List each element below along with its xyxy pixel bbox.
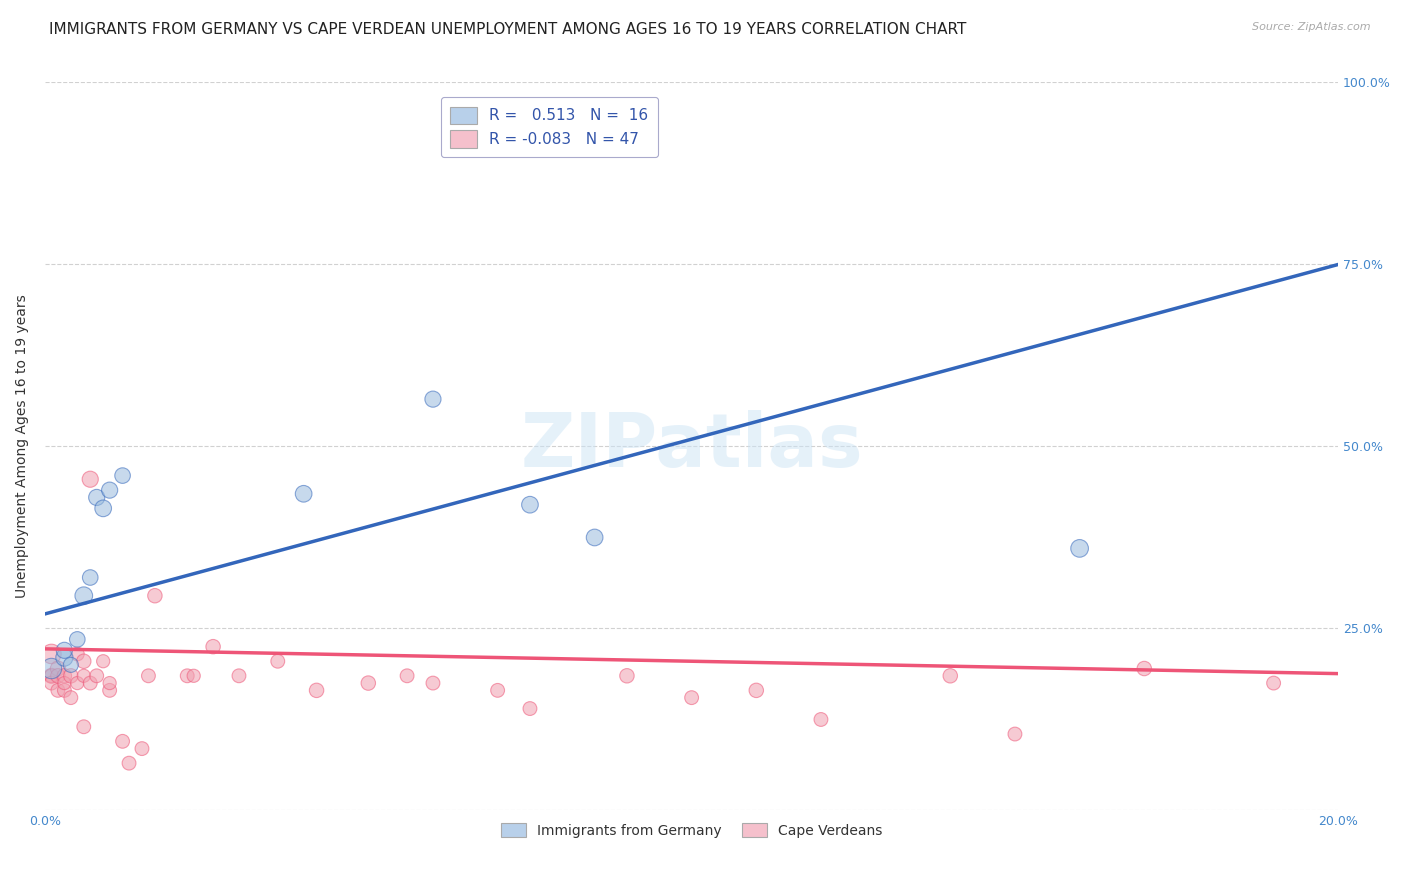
Point xyxy=(59,690,82,705)
Point xyxy=(111,468,134,483)
Point xyxy=(111,734,134,748)
Y-axis label: Unemployment Among Ages 16 to 19 years: Unemployment Among Ages 16 to 19 years xyxy=(15,294,30,599)
Point xyxy=(86,669,108,683)
Point xyxy=(41,661,63,675)
Point xyxy=(681,690,703,705)
Point xyxy=(41,669,63,683)
Point xyxy=(305,683,328,698)
Point xyxy=(46,683,69,698)
Point xyxy=(53,683,76,698)
Point xyxy=(53,669,76,683)
Point xyxy=(138,669,160,683)
Point xyxy=(98,683,121,698)
Point xyxy=(79,472,101,486)
Point xyxy=(46,669,69,683)
Point xyxy=(583,531,606,545)
Point xyxy=(66,676,89,690)
Point xyxy=(292,487,315,501)
Point xyxy=(91,654,114,668)
Point xyxy=(86,491,108,505)
Point xyxy=(519,498,541,512)
Point xyxy=(1004,727,1026,741)
Point xyxy=(66,632,89,647)
Point xyxy=(41,647,63,661)
Point xyxy=(1069,541,1091,556)
Point xyxy=(202,640,225,654)
Point xyxy=(53,650,76,665)
Point xyxy=(745,683,768,698)
Point xyxy=(422,392,444,406)
Point xyxy=(422,676,444,690)
Point xyxy=(486,683,509,698)
Point xyxy=(73,654,96,668)
Point xyxy=(357,676,380,690)
Point xyxy=(59,657,82,672)
Point xyxy=(118,756,141,771)
Point xyxy=(41,669,63,683)
Point xyxy=(73,589,96,603)
Point xyxy=(79,570,101,584)
Point xyxy=(59,669,82,683)
Point xyxy=(267,654,290,668)
Point xyxy=(79,676,101,690)
Point xyxy=(176,669,198,683)
Legend: Immigrants from Germany, Cape Verdeans: Immigrants from Germany, Cape Verdeans xyxy=(495,818,889,844)
Point xyxy=(939,669,962,683)
Text: Source: ZipAtlas.com: Source: ZipAtlas.com xyxy=(1253,22,1371,32)
Point xyxy=(1263,676,1285,690)
Point xyxy=(98,483,121,497)
Point xyxy=(131,741,153,756)
Point xyxy=(396,669,419,683)
Point xyxy=(810,713,832,727)
Text: ZIPatlas: ZIPatlas xyxy=(520,410,863,483)
Point xyxy=(91,501,114,516)
Point xyxy=(143,589,166,603)
Text: IMMIGRANTS FROM GERMANY VS CAPE VERDEAN UNEMPLOYMENT AMONG AGES 16 TO 19 YEARS C: IMMIGRANTS FROM GERMANY VS CAPE VERDEAN … xyxy=(49,22,966,37)
Point xyxy=(53,643,76,657)
Point xyxy=(73,720,96,734)
Point xyxy=(183,669,205,683)
Point xyxy=(41,676,63,690)
Point xyxy=(66,647,89,661)
Point xyxy=(53,676,76,690)
Point xyxy=(519,701,541,715)
Point xyxy=(228,669,250,683)
Point xyxy=(98,676,121,690)
Point xyxy=(1133,661,1156,675)
Point xyxy=(46,661,69,675)
Point xyxy=(73,669,96,683)
Point xyxy=(616,669,638,683)
